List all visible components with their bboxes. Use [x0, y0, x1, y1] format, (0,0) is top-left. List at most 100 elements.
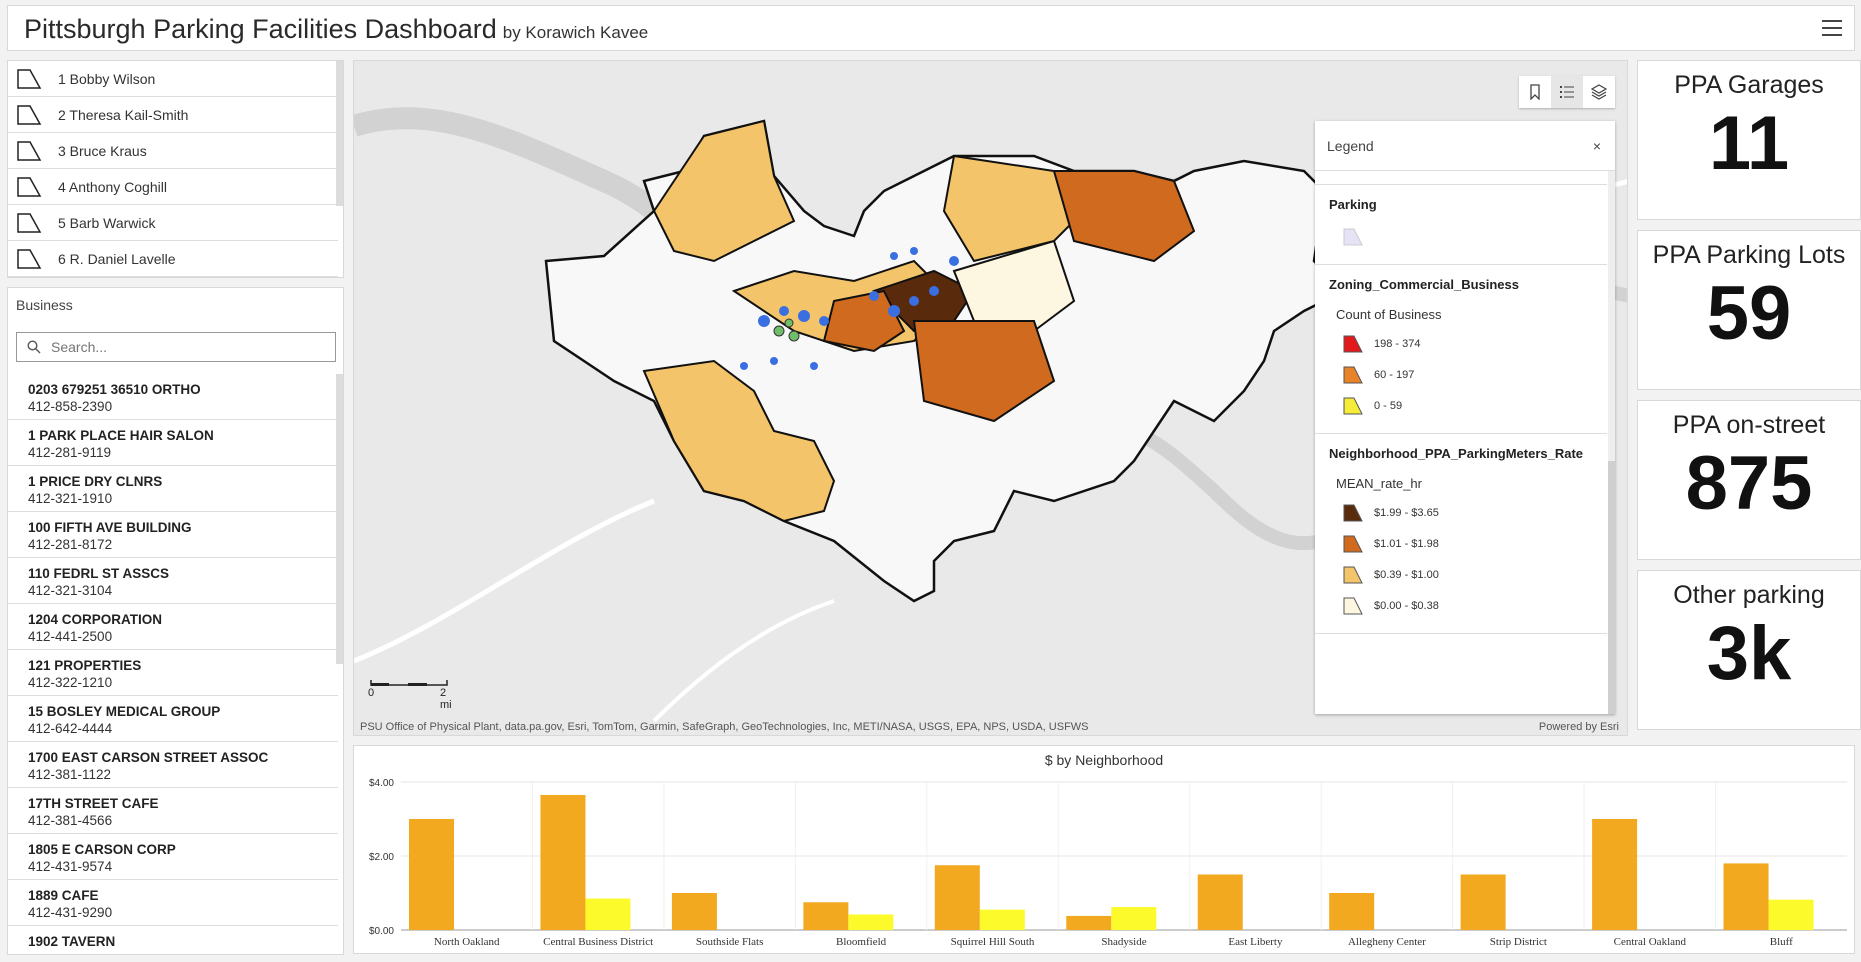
list-item[interactable]: 0203 679251 36510 ORTHO 412-858-2390 — [8, 374, 338, 420]
legend-title: Legend — [1327, 137, 1374, 154]
map-toolbar — [1519, 76, 1615, 108]
bar[interactable] — [409, 819, 454, 930]
bar[interactable] — [1768, 899, 1814, 930]
business-name: 1902 TAVERN — [28, 934, 116, 949]
bar[interactable] — [671, 893, 717, 930]
legend-swatch — [1343, 335, 1363, 352]
legend-field-label: Count of Business — [1336, 307, 1442, 322]
business-name: 1889 CAFE — [28, 888, 99, 903]
legend-item: $1.01 - $1.98 — [1342, 528, 1593, 559]
bar[interactable] — [540, 794, 586, 930]
bar[interactable] — [1197, 874, 1243, 931]
indicator-ppa-parking-lots: PPA Parking Lots 59 — [1637, 230, 1861, 390]
district-list-scrollbar[interactable] — [336, 61, 343, 206]
list-item[interactable]: 1 PRICE DRY CLNRS 412-321-1910 — [8, 466, 338, 512]
list-item[interactable]: 1700 EAST CARSON STREET ASSOC 412-381-112… — [8, 742, 338, 788]
x-tick-label: Shadyside — [1101, 936, 1146, 948]
legend-item: 0 - 59 — [1342, 390, 1593, 421]
bar[interactable] — [1723, 863, 1769, 930]
legend-swatch — [1343, 566, 1363, 583]
legend-panel: Legend × Parking Zoning_Commercial_Busine… — [1315, 121, 1615, 714]
x-tick-label: Southside Flats — [696, 936, 764, 948]
business-list-scrollbar[interactable] — [336, 374, 343, 664]
neighborhood-north — [652, 119, 796, 263]
business-name: 15 BOSLEY MEDICAL GROUP — [28, 704, 221, 719]
x-tick-label: North Oakland — [434, 936, 500, 948]
map-canvas[interactable] — [354, 61, 1628, 736]
bar[interactable] — [1066, 915, 1112, 930]
list-item[interactable]: 100 FIFTH AVE BUILDING 412-281-8172 — [8, 512, 338, 558]
bar[interactable] — [803, 902, 849, 930]
legend-swatch — [1343, 366, 1363, 383]
bar[interactable] — [934, 865, 980, 930]
district-item[interactable]: 2 Theresa Kail-Smith — [8, 97, 338, 133]
polygon-icon — [17, 212, 42, 233]
scale-bar: 0 2 mi — [368, 675, 452, 711]
search-icon — [27, 340, 41, 354]
district-item[interactable]: 3 Bruce Kraus — [8, 133, 338, 169]
indicator-title: PPA on-street — [1672, 411, 1826, 439]
business-phone: 412-642-4444 — [28, 721, 113, 736]
bar[interactable] — [1592, 819, 1638, 930]
list-item[interactable]: 1204 CORPORATION 412-441-2500 — [8, 604, 338, 650]
polygon-icon — [17, 140, 42, 161]
neighborhood-downtown — [872, 269, 976, 333]
legend-list-icon[interactable] — [1551, 76, 1583, 108]
legend-item: $0.39 - $1.00 — [1342, 559, 1593, 590]
bar[interactable] — [1460, 874, 1506, 931]
business-phone: 412-441-2500 — [28, 629, 113, 644]
polygon-icon — [17, 176, 42, 197]
hamburger-menu-icon[interactable] — [1822, 20, 1842, 36]
business-phone: 412-381-1122 — [28, 767, 112, 782]
district-item[interactable]: 6 R. Daniel Lavelle — [8, 241, 338, 277]
business-search-input[interactable] — [51, 339, 321, 355]
business-name: 121 PROPERTIES — [28, 658, 142, 673]
page-title: Pittsburgh Parking Facilities Dashboard b… — [24, 14, 648, 45]
list-item[interactable]: 121 PROPERTIES 412-322-1210 — [8, 650, 338, 696]
legend-item-label: $0.39 - $1.00 — [1374, 568, 1439, 581]
business-phone: 412-281-8172 — [28, 537, 113, 552]
bar[interactable] — [1111, 907, 1157, 930]
list-item[interactable]: 1889 CAFE 412-431-9290 — [8, 880, 338, 926]
district-item[interactable]: 1 Bobby Wilson — [8, 61, 338, 97]
business-name: 1204 CORPORATION — [28, 612, 163, 627]
x-tick-label: Bluff — [1770, 936, 1793, 948]
layers-icon[interactable] — [1583, 76, 1615, 108]
garage-markers — [773, 318, 800, 342]
legend-swatch — [1343, 228, 1363, 245]
list-item[interactable]: 1805 E CARSON CORP 412-431-9574 — [8, 834, 338, 880]
legend-section: Parking — [1315, 185, 1607, 265]
business-phone: 412-321-1910 — [28, 491, 113, 506]
legend-swatch — [1343, 504, 1363, 521]
legend-item: 60 - 197 — [1342, 359, 1593, 390]
district-item[interactable]: 4 Anthony Coghill — [8, 169, 338, 205]
district-label: 3 Bruce Kraus — [58, 142, 147, 159]
map-view[interactable]: Legend × Parking Zoning_Commercial_Busine… — [353, 60, 1628, 736]
list-item[interactable]: 15 BOSLEY MEDICAL GROUP 412-642-4444 — [8, 696, 338, 742]
list-item[interactable]: 1 PARK PLACE HAIR SALON 412-281-9119 — [8, 420, 338, 466]
bar[interactable] — [585, 898, 631, 930]
bar[interactable] — [1329, 893, 1375, 930]
legend-scrollbar[interactable] — [1608, 171, 1615, 714]
x-tick-label: Bloomfield — [836, 936, 887, 948]
list-item[interactable]: 17TH STREET CAFE 412-381-4566 — [8, 788, 338, 834]
business-phone: 412-858-2390 — [28, 399, 113, 414]
list-item[interactable]: 110 FEDRL ST ASSCS 412-321-3104 — [8, 558, 338, 604]
x-tick-label: Central Business District — [543, 936, 653, 948]
indicator-title: Other parking — [1673, 581, 1825, 609]
close-icon[interactable]: × — [1592, 137, 1601, 154]
x-tick-label: Strip District — [1490, 936, 1547, 948]
header-bar: Pittsburgh Parking Facilities Dashboard b… — [7, 5, 1855, 51]
legend-swatch — [1343, 597, 1363, 614]
business-name: 17TH STREET CAFE — [28, 796, 159, 811]
business-search-box[interactable] — [16, 332, 336, 362]
business-phone: 412-281-9119 — [28, 445, 112, 460]
bookmark-icon[interactable] — [1519, 76, 1551, 108]
powered-by-esri[interactable]: Powered by Esri — [1538, 721, 1619, 733]
list-item[interactable]: 1902 TAVERN — [8, 926, 338, 954]
district-item[interactable]: 5 Barb Warwick — [8, 205, 338, 241]
scale-start-label: 0 — [368, 687, 375, 699]
highway — [354, 498, 655, 664]
bar[interactable] — [979, 909, 1025, 930]
bar[interactable] — [848, 914, 894, 930]
